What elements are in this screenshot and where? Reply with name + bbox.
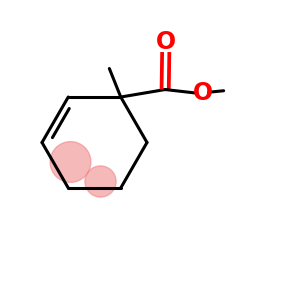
Circle shape (50, 142, 91, 182)
Text: O: O (193, 81, 213, 105)
Text: O: O (156, 30, 176, 54)
Circle shape (85, 166, 116, 197)
